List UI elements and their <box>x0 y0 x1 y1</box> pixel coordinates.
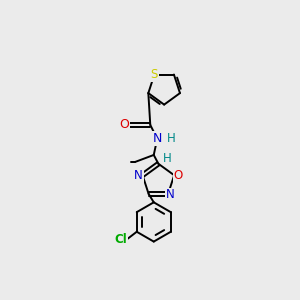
Text: O: O <box>119 118 129 131</box>
Text: N: N <box>166 188 175 202</box>
Text: S: S <box>151 68 158 81</box>
Text: Cl: Cl <box>115 233 127 246</box>
Text: H: H <box>167 132 176 145</box>
Text: H: H <box>163 152 172 165</box>
Text: N: N <box>134 169 143 182</box>
Text: N: N <box>152 132 162 145</box>
Text: O: O <box>174 169 183 182</box>
